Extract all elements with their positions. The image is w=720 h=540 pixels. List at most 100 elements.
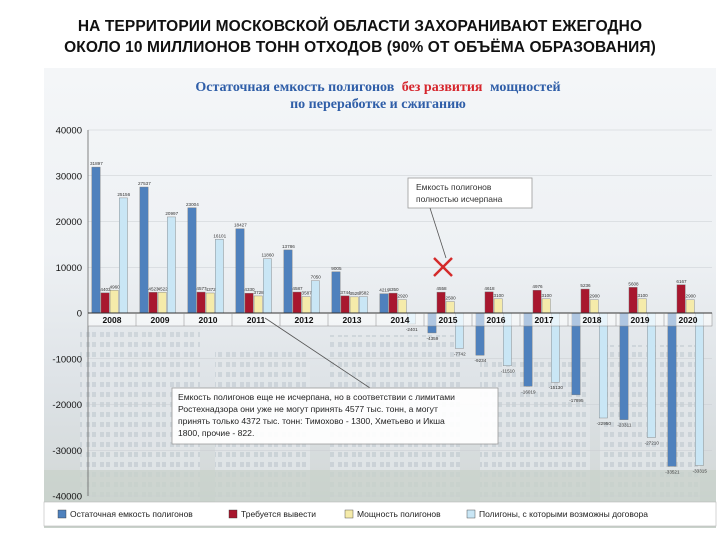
legend-item-landfill-capacity: Мощность полигонов [344,509,441,519]
label-required-removal: 4587 [292,286,303,291]
bar-landfill-capacity [493,298,503,314]
bar-required-removal [484,291,494,314]
label-landfill-capacity: 4522 [158,286,169,291]
bar-required-removal [580,288,590,314]
chart-title-part-2: мощностей [490,80,561,95]
legend-swatch-landfill-capacity [344,509,354,519]
label-required-removal: 4558 [436,286,447,291]
bar-residual-capacity [379,293,389,314]
label-contract-landfills: 20997 [165,211,178,216]
annotation-exhausted-pointer [429,207,447,259]
x-tick-label: 2012 [295,315,314,325]
label-residual-capacity: 13786 [282,244,295,249]
label-contract-landfills: -33315 [693,468,708,473]
label-residual-capacity: -17895 [569,398,584,403]
label-contract-landfills: -11510 [501,369,515,374]
legend-label-residual-capacity: Остаточная емкость полигонов [70,509,193,519]
x-tick-label: 2013 [343,315,362,325]
bar-residual-capacity [139,186,149,314]
label-residual-capacity: 27537 [138,181,151,186]
label-landfill-capacity: 3529 [350,291,361,296]
x-tick-label: 2011 [247,315,266,325]
annotation-limits-line-1: Емкость полигонов еще не исчерпана, но в… [178,392,455,402]
bar-contract-landfills [359,296,368,314]
y-tick-label: -40000 [52,492,82,503]
y-tick-label: 40000 [56,126,82,137]
chart-title-highlight: без развития [402,80,483,95]
x-tick-label: 2008 [103,315,122,325]
y-tick-label: -20000 [52,400,82,411]
label-residual-capacity: 23004 [186,202,199,207]
bar-required-removal [244,292,254,314]
label-landfill-capacity: 2920 [398,294,409,299]
label-contract-landfills: -15130 [549,385,564,390]
bar-required-removal [436,291,446,314]
annotation-limits-line-2: Ростехнадзора они уже не могут принять 4… [178,404,438,414]
label-required-removal: 4976 [532,284,543,289]
annotation-exhausted-line-2: полностью исчерпана [416,194,503,204]
legend-swatch-required-removal [228,509,238,519]
x-tick-label: 2014 [391,315,410,325]
bar-required-removal [532,290,542,314]
bar-required-removal [292,291,302,314]
label-landfill-capacity: 3728 [254,290,265,295]
label-required-removal: 6167 [676,279,687,284]
bar-residual-capacity [235,228,245,314]
label-landfill-capacity: 4372 [206,287,217,292]
bar-residual-capacity [619,312,629,420]
label-residual-capacity: 18427 [234,223,247,228]
x-tick-label: 2016 [487,315,506,325]
bar-contract-landfills [647,312,656,438]
y-tick-label: 20000 [56,217,82,228]
annotation-limits: Емкость полигонов еще не исчерпана, но в… [171,317,499,445]
label-contract-landfills: -27210 [645,440,660,445]
bar-residual-capacity [331,271,341,314]
label-residual-capacity: -16019 [521,389,536,394]
annotation-limits-line-3: принять только 4372 тыс. тонн: Тимохово … [178,416,445,426]
bar-residual-capacity [667,312,677,467]
y-tick-label: 10000 [56,263,82,274]
y-tick-label: 0 [77,309,82,320]
label-residual-capacity: 4219 [379,288,390,293]
bar-contract-landfills [695,312,704,466]
label-residual-capacity: -33521 [665,469,680,474]
label-contract-landfills: 11860 [262,253,275,258]
label-residual-capacity: 9005 [331,266,342,271]
legend-swatch-residual-capacity [57,509,67,519]
legend: Остаточная емкость полигонов Требуется в… [43,501,717,527]
chart-title-line-1: Остаточная емкость полигонов без развити… [195,80,560,95]
legend-box [43,501,717,527]
bar-required-removal [340,295,350,314]
label-landfill-capacity: 2500 [446,296,457,301]
annotation-exhausted-line-1: Емкость полигонов [416,182,492,192]
label-required-removal: 4523 [148,286,159,291]
annotation-exhausted-box [407,177,533,209]
bar-contract-landfills [599,312,608,419]
label-landfill-capacity: 2900 [686,294,697,299]
legend-item-residual-capacity: Остаточная емкость полигонов [57,509,193,519]
label-contract-landfills: -2401 [406,327,418,332]
label-required-removal: 5608 [628,281,639,286]
bar-required-removal [388,292,398,314]
legend-item-contract-landfills: Полигоны, с которыми возможны договора [466,509,648,519]
legend-swatch-contract-landfills [466,509,476,519]
y-tick-label: 30000 [56,171,82,182]
label-contract-landfills: 3582 [359,291,370,296]
x-tick-label: 2017 [535,315,554,325]
chart-title-part-1: Остаточная емкость полигонов [195,80,394,95]
bar-contract-landfills [311,280,320,314]
bar-contract-landfills [118,197,128,314]
exhausted-cross-icon [433,257,453,277]
bar-required-removal [196,291,206,314]
bar-contract-landfills [214,239,224,314]
annotation-exhausted: Емкость полигонов полностью исчерпана [407,177,533,277]
bar-required-removal [100,292,110,314]
label-required-removal: 4577 [196,286,207,291]
bar-landfill-capacity [301,296,311,314]
bar-landfill-capacity [637,298,647,314]
heading-line-1: НА ТЕРРИТОРИИ МОСКОВСКОЙ ОБЛАСТИ ЗАХОРАН… [77,18,643,35]
label-landfill-capacity: 3100 [638,293,649,298]
bar-contract-landfills [263,258,272,314]
label-required-removal: 5236 [580,283,591,288]
